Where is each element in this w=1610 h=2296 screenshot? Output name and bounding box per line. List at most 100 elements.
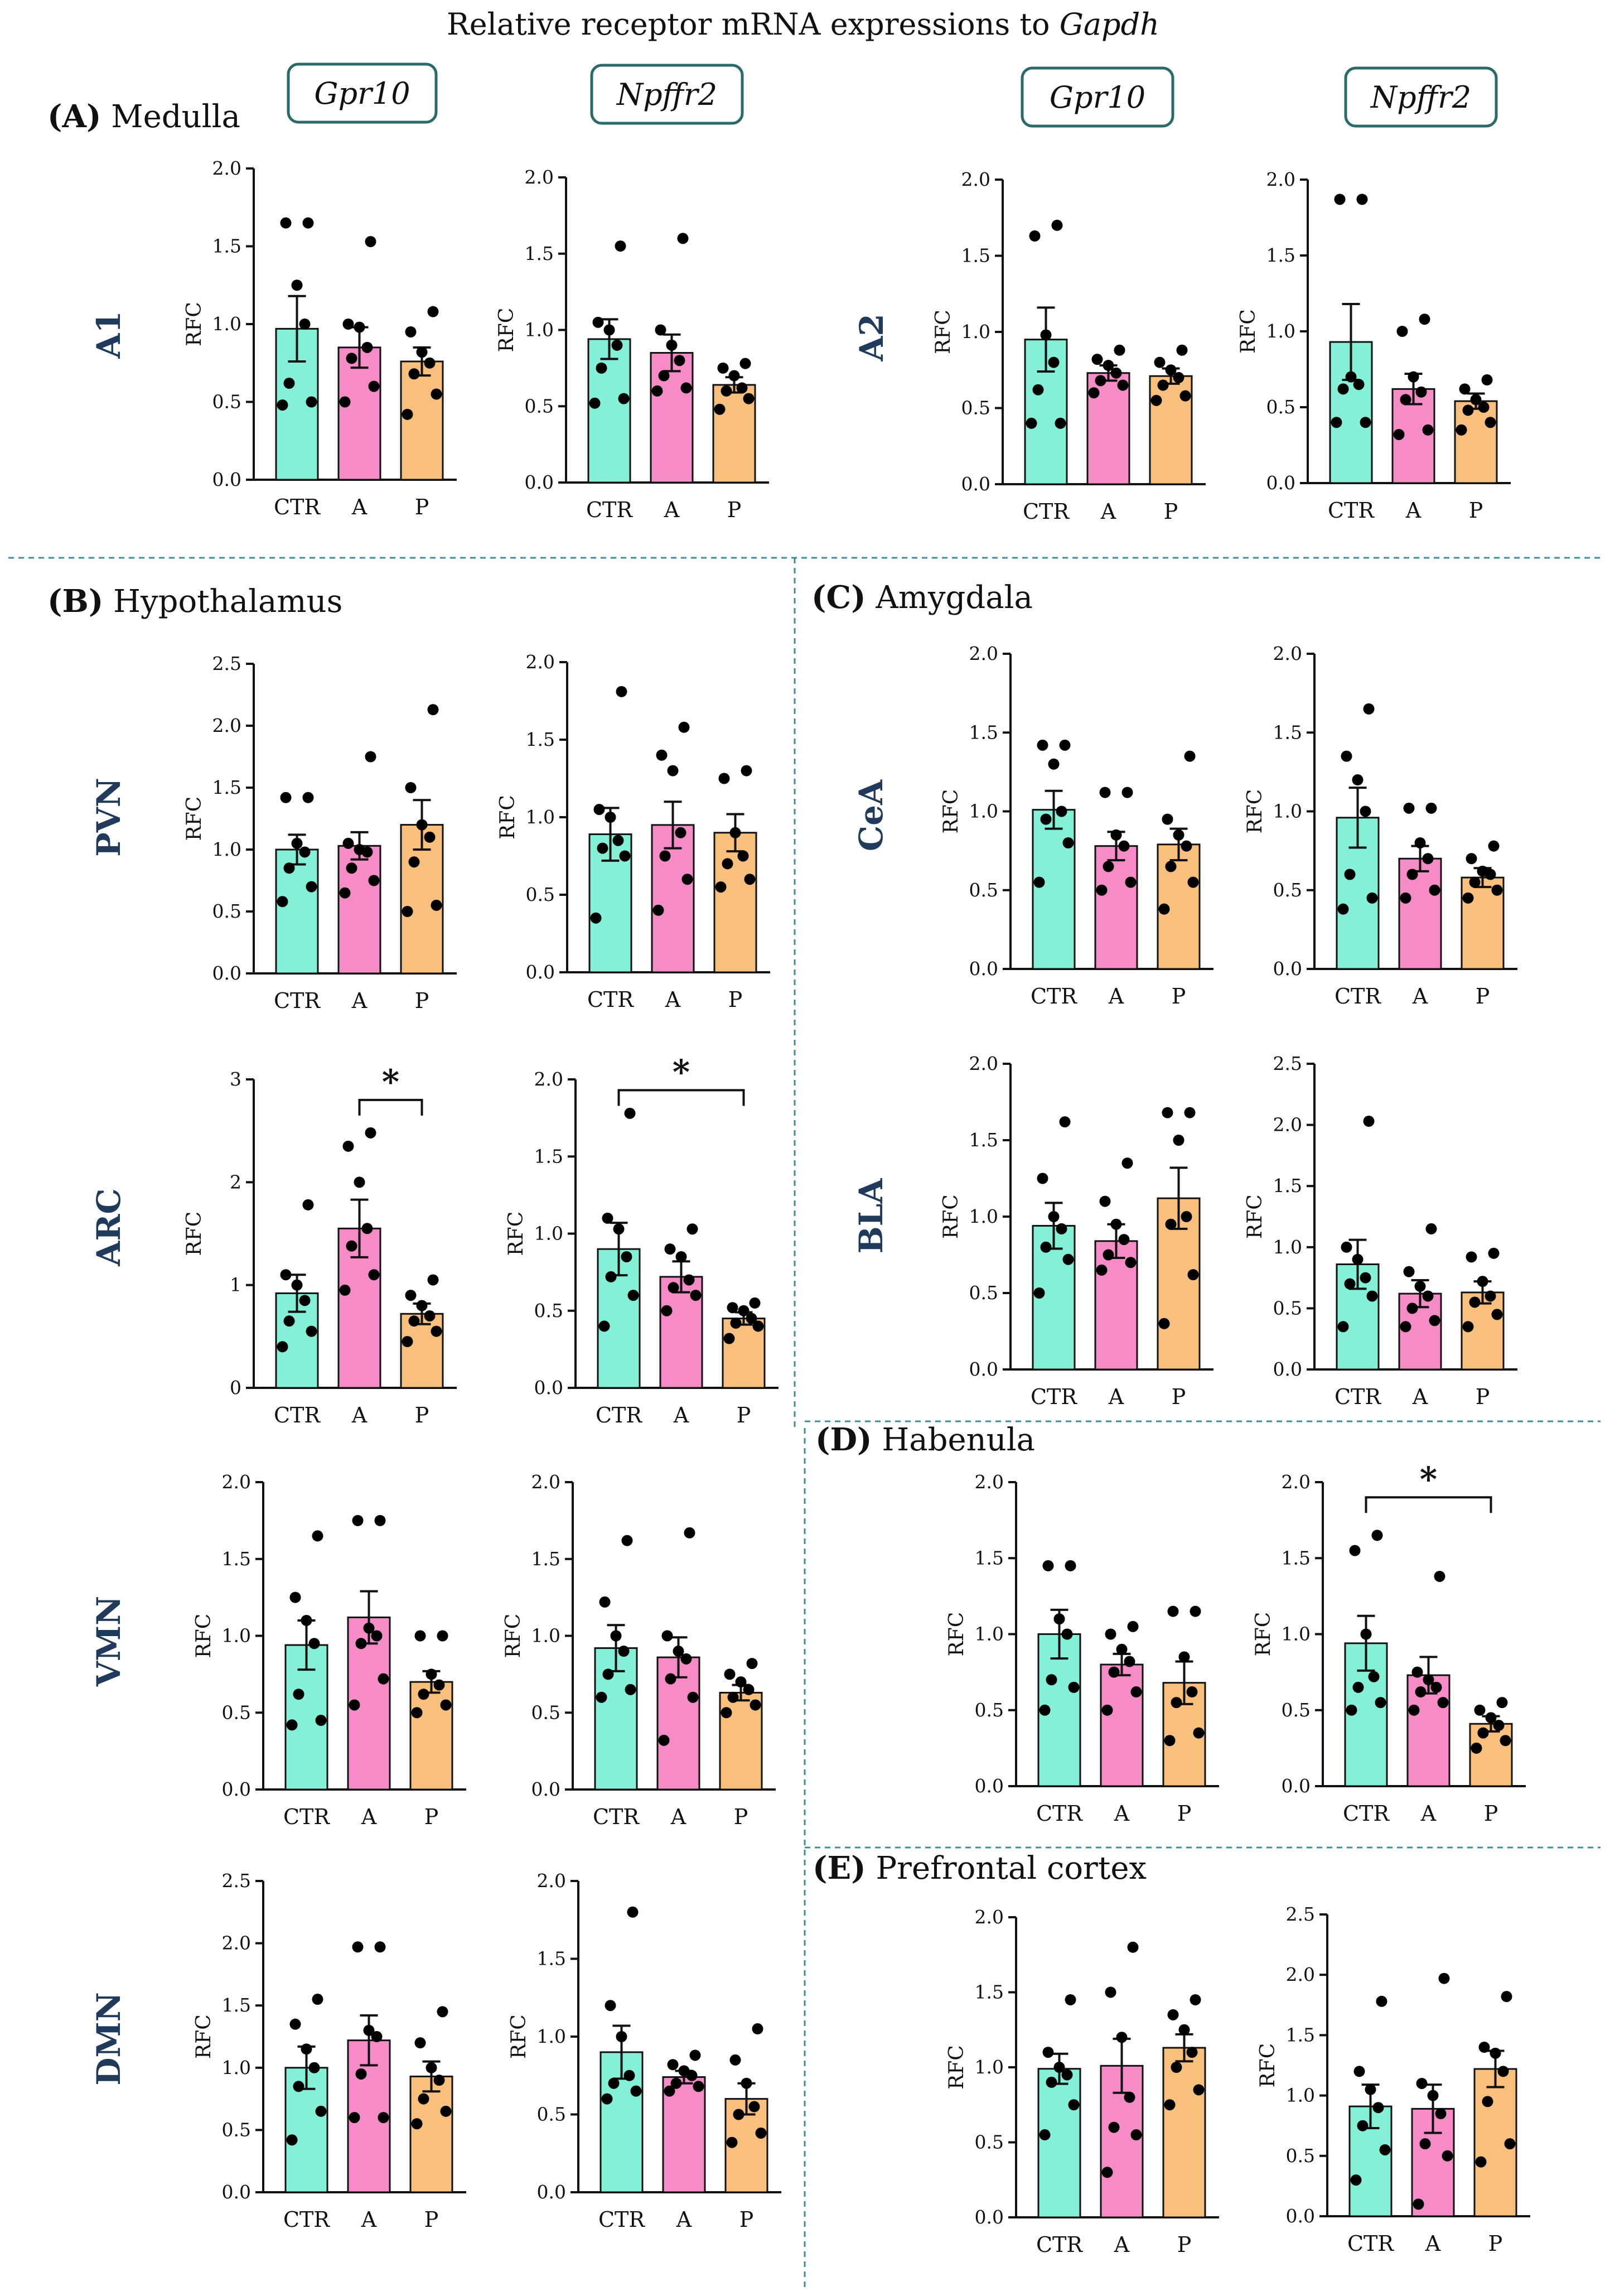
- y-tick-label: 1.0: [531, 1625, 560, 1647]
- category-label-a: A: [1425, 2231, 1441, 2256]
- data-point: [293, 1689, 304, 1700]
- chart-panel-pvn-npffr2: 0.0 0.5 1.0 1.5 2.0 RFC CTR A P: [496, 651, 770, 1012]
- data-point: [293, 2081, 304, 2092]
- data-point: [427, 306, 439, 317]
- data-point: [365, 1127, 376, 1139]
- y-tick-label: 0.5: [534, 1300, 563, 1321]
- data-point: [1501, 1991, 1512, 2003]
- data-point: [673, 1646, 684, 1657]
- y-tick-label: 0.5: [975, 1699, 1004, 1721]
- data-point: [1095, 375, 1106, 387]
- data-point: [1411, 1666, 1423, 1678]
- data-point: [408, 1315, 420, 1327]
- data-point: [1366, 1290, 1378, 1302]
- data-point: [299, 319, 311, 330]
- data-point: [1360, 1272, 1371, 1284]
- data-point: [1121, 787, 1133, 798]
- data-point: [352, 1941, 364, 1953]
- data-point: [1029, 230, 1041, 242]
- data-point: [1478, 2042, 1490, 2053]
- data-point: [411, 2118, 423, 2130]
- data-point: [601, 2093, 613, 2105]
- data-point: [355, 1638, 367, 1649]
- data-point: [1352, 774, 1364, 785]
- data-point: [689, 2049, 701, 2061]
- data-point: [684, 1527, 695, 1538]
- category-label-p: P: [1172, 984, 1186, 1009]
- data-point: [306, 396, 317, 408]
- y-tick-label: 1.5: [1273, 1175, 1302, 1197]
- data-point: [1184, 1107, 1196, 1118]
- data-point: [1048, 356, 1060, 368]
- bar-ctr: [1032, 809, 1076, 970]
- data-point: [291, 837, 303, 849]
- data-point: [1403, 802, 1415, 814]
- category-label-p: P: [739, 2207, 754, 2232]
- data-point: [437, 2006, 448, 2018]
- y-tick-label: 0.0: [975, 1775, 1004, 1797]
- category-label-ctr: CTR: [598, 2207, 645, 2232]
- chart-panel-dmn-gpr10: 0.0 0.5 1.0 1.5 2.0 2.5 RFC CTR A P: [192, 1870, 466, 2232]
- gene-box-1-label: Gpr10: [314, 76, 410, 111]
- data-point: [427, 704, 439, 716]
- data-point: [1396, 326, 1408, 337]
- category-label-ctr: CTR: [1023, 499, 1070, 524]
- data-point: [402, 1336, 413, 1348]
- y-axis-label: RFC: [496, 795, 519, 840]
- data-point: [1469, 1296, 1481, 1308]
- data-point: [1190, 1605, 1201, 1617]
- y-tick-label: 2.5: [222, 1870, 251, 1892]
- category-label-a: A: [361, 2207, 377, 2232]
- data-point: [729, 827, 741, 838]
- data-point: [658, 370, 670, 382]
- data-point: [746, 1313, 757, 1324]
- y-tick-label: 1.5: [961, 245, 990, 267]
- data-point: [433, 2075, 445, 2086]
- data-point: [729, 2054, 741, 2066]
- data-point: [402, 906, 413, 917]
- data-point: [627, 1290, 639, 1301]
- category-label-a: A: [1108, 984, 1124, 1009]
- data-point: [618, 393, 630, 404]
- data-point: [721, 1707, 732, 1719]
- gene-box-4-label: Npffr2: [1370, 80, 1471, 115]
- data-point: [603, 324, 615, 336]
- data-point: [746, 1658, 758, 1670]
- data-point: [1430, 1681, 1442, 1693]
- data-point: [674, 355, 685, 366]
- chart-panel-bla-gpr10: 0.0 0.5 1.0 1.5 2.0 RFC CTR A P: [940, 1053, 1213, 1409]
- chart-panel-a1-gpr10: 0.0 0.5 1.0 1.5 2.0 RFC CTR A P: [183, 157, 457, 519]
- data-point: [667, 2059, 679, 2071]
- bar-p: [1162, 2047, 1206, 2218]
- y-tick-label: 2.0: [975, 1471, 1004, 1493]
- data-point: [363, 2024, 375, 2036]
- gene-box-3: Gpr10: [1021, 66, 1174, 128]
- data-point: [1158, 903, 1170, 915]
- data-point: [426, 2062, 437, 2073]
- data-point: [408, 368, 420, 380]
- data-point: [680, 382, 692, 394]
- y-tick-label: 1.5: [969, 1129, 998, 1151]
- data-point: [1088, 387, 1100, 399]
- data-point: [342, 1140, 354, 1152]
- data-point: [618, 1646, 630, 1657]
- data-point: [289, 2018, 301, 2030]
- data-point: [598, 1320, 610, 1332]
- data-point: [655, 324, 666, 336]
- data-point: [1165, 861, 1177, 872]
- y-tick-label: 0.0: [961, 473, 990, 495]
- data-point: [440, 2105, 452, 2117]
- y-tick-label: 1.0: [1286, 2085, 1315, 2106]
- y-tick-label: 1.0: [969, 1205, 998, 1227]
- data-point: [1363, 703, 1375, 715]
- y-tick-label: 1.5: [1273, 721, 1302, 743]
- y-tick-label: 0.0: [969, 958, 998, 980]
- y-tick-label: 2.0: [531, 1471, 560, 1493]
- data-point: [1360, 1628, 1372, 1640]
- data-point: [1048, 1211, 1060, 1222]
- data-point: [670, 2077, 682, 2089]
- data-point: [283, 1315, 295, 1327]
- bar-p: [409, 2075, 453, 2193]
- data-point: [414, 1630, 426, 1642]
- category-label-ctr: CTR: [1347, 2231, 1394, 2256]
